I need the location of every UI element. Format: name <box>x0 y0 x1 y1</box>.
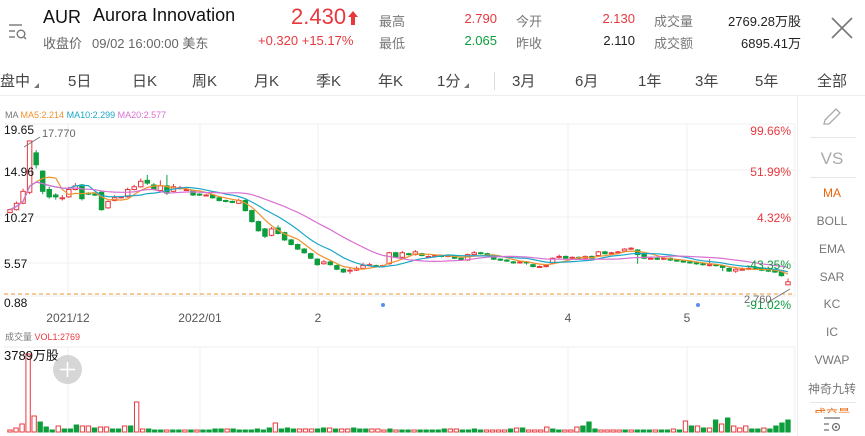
svg-text:19.65: 19.65 <box>4 123 34 137</box>
high-label: 最高 <box>379 14 406 29</box>
dropdown-triangle-icon <box>464 83 470 88</box>
plus-icon <box>60 362 75 377</box>
menu-search-icon[interactable] <box>7 22 29 42</box>
high-value: 2.790 <box>464 11 497 26</box>
svg-text:51.99%: 51.99% <box>750 165 791 179</box>
svg-text:5.57: 5.57 <box>4 257 28 271</box>
svg-text:2022/01: 2022/01 <box>178 311 222 325</box>
tab-5day[interactable]: 5日 <box>68 73 92 90</box>
prev-close-value: 2.110 <box>603 33 635 48</box>
open-value: 2.130 <box>602 11 635 26</box>
close-time: 09/02 16:00:00 美东 <box>92 36 209 51</box>
svg-text:2.760: 2.760 <box>744 294 772 306</box>
svg-text:4.32%: 4.32% <box>757 211 791 225</box>
ma5-value: MA5:2.214 <box>20 110 65 120</box>
ma10-value: MA10:2.299 <box>66 110 116 120</box>
volume-legend-label: 成交量 <box>5 332 33 342</box>
up-arrow-icon <box>348 11 358 25</box>
pencil-icon[interactable] <box>820 106 844 128</box>
indicator-ic[interactable]: IC <box>826 325 838 339</box>
tab-5year[interactable]: 5年 <box>755 73 779 90</box>
tab-intraday[interactable]: 盘中 <box>0 70 40 91</box>
open-label: 今开 <box>516 14 543 29</box>
vol1-value: VOL1:2769 <box>34 332 81 342</box>
price-change: +0.320 +15.17% <box>258 33 354 48</box>
indicator-vwap[interactable]: VWAP <box>814 353 850 367</box>
svg-text:5: 5 <box>684 311 691 325</box>
tab-divider <box>494 72 495 90</box>
indicator-side-panel: VS MA BOLL EMA SAR KC IC VWAP 神奇九转 成交量 <box>797 96 865 436</box>
indicator-boll[interactable]: BOLL <box>816 214 848 228</box>
dropdown-triangle-icon <box>34 83 40 88</box>
current-price: 2.430 <box>291 4 347 29</box>
axis-labels: 19.65 14.96 10.27 5.57 0.88 99.66% 51.99% 4.32%… <box>4 123 791 325</box>
ma20-value: MA20:2.577 <box>117 110 167 120</box>
tab-all[interactable]: 全部 <box>817 73 848 90</box>
indicator-kc[interactable]: KC <box>823 297 841 311</box>
indicator-magic-nine[interactable]: 神奇九转 <box>807 382 856 396</box>
svg-text:14.96: 14.96 <box>4 165 34 179</box>
ma-lines <box>4 176 795 307</box>
side-divider <box>810 177 856 178</box>
period-tabs: 盘中 5日 日K 周K 月K 季K 年K 1分 3月 6月 1年 3年 5年 全… <box>0 62 865 96</box>
ma-legend: MA MA5:2.214 MA10:2.299 MA20:2.577 <box>5 110 166 120</box>
quote-header: AUR Aurora Innovation 收盘价 09/02 16:00:00… <box>0 0 865 58</box>
ticker-symbol: AUR <box>43 7 82 27</box>
svg-text:4: 4 <box>565 311 572 325</box>
svg-text:99.66%: 99.66% <box>750 124 791 138</box>
chart-grid <box>4 123 796 432</box>
svg-text:17.770: 17.770 <box>42 128 76 140</box>
turnover-label: 成交额 <box>654 36 694 51</box>
tab-3year[interactable]: 3年 <box>695 73 719 90</box>
tab-1year[interactable]: 1年 <box>638 73 662 90</box>
candles <box>7 140 791 286</box>
indicator-volume-partial[interactable]: 成交量 <box>798 405 865 413</box>
company-name: Aurora Innovation <box>93 5 236 25</box>
svg-text:2: 2 <box>315 311 322 325</box>
settings-icon[interactable] <box>822 416 844 432</box>
side-divider <box>810 137 856 138</box>
svg-text:0.88: 0.88 <box>4 296 28 310</box>
indicator-ema[interactable]: EMA <box>818 242 845 256</box>
svg-text:10.27: 10.27 <box>4 211 34 225</box>
low-label: 最低 <box>379 36 406 51</box>
tab-daily-k[interactable]: 日K <box>132 73 158 90</box>
tab-6month[interactable]: 6月 <box>575 73 599 90</box>
tab-yearly-k[interactable]: 年K <box>378 73 404 90</box>
low-value: 2.065 <box>464 33 497 48</box>
tab-weekly-k[interactable]: 周K <box>192 73 218 90</box>
add-indicator-button[interactable] <box>53 355 82 384</box>
tab-quarterly-k[interactable]: 季K <box>316 73 342 90</box>
turnover-value: 6895.41万 <box>741 36 801 51</box>
close-price-label: 收盘价 <box>43 36 83 51</box>
side-divider <box>810 402 856 403</box>
tab-label: 1分 <box>437 73 461 90</box>
tab-1min[interactable]: 1分 <box>437 70 470 91</box>
svg-text:-91.02%: -91.02% <box>746 298 791 312</box>
tab-3month[interactable]: 3月 <box>512 73 536 90</box>
tab-label: 盘中 <box>0 73 31 90</box>
volume-label: 成交量 <box>654 14 694 29</box>
indicator-sar[interactable]: SAR <box>819 270 845 284</box>
volume-value: 2769.28万股 <box>728 14 801 29</box>
svg-text:-43.35%: -43.35% <box>746 258 791 272</box>
indicator-ma[interactable]: MA <box>823 186 841 200</box>
candlestick-chart[interactable]: 19.65 14.96 10.27 5.57 0.88 99.66% 51.99% 4.32%… <box>0 0 797 436</box>
volume-legend: 成交量 VOL1:2769 <box>5 330 80 343</box>
svg-text:2021/12: 2021/12 <box>46 311 90 325</box>
close-icon[interactable] <box>828 14 856 42</box>
prev-close-label: 昨收 <box>516 36 543 51</box>
compare-vs-button[interactable]: VS <box>820 149 844 168</box>
volume-bars <box>7 353 791 433</box>
ma-legend-label: MA <box>5 110 19 120</box>
tab-monthly-k[interactable]: 月K <box>254 73 280 90</box>
volume-max-label: 3789万股 <box>4 348 59 363</box>
